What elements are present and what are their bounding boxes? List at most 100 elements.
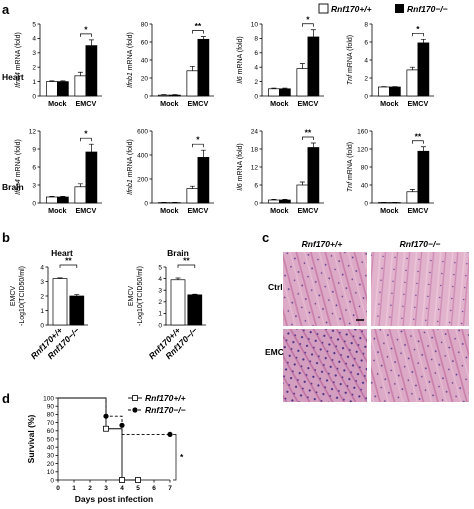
a-brain-il6-ytick-label-2: 12 bbox=[251, 164, 259, 171]
a-brain-ifna4-bar-emcv-wt bbox=[74, 186, 87, 204]
survival-xtick-label-4: 4 bbox=[120, 485, 124, 492]
survival-ytick-label-6: 60 bbox=[47, 428, 55, 435]
b-brain-ytick-label-2: 2 bbox=[158, 299, 162, 306]
a-heart-ifnb1-err-emcv-wt bbox=[189, 65, 195, 71]
a-heart-tnf-ytick-label-1: 2 bbox=[364, 75, 368, 82]
survival-ytick-label-3: 30 bbox=[47, 453, 55, 460]
b-title-brain: Brain bbox=[167, 248, 189, 258]
b-heart-bar-ko bbox=[69, 295, 85, 326]
b-heart-sig-label: ** bbox=[65, 256, 72, 266]
a-heart-il6-bar-mock-wt bbox=[268, 88, 280, 97]
a-heart-ifna4-ytick-label-1: 1 bbox=[32, 79, 36, 86]
histo-ctrl-ko bbox=[371, 252, 469, 326]
chart-heart-ifna4: 0 1 2 3 4 5 Ifna4 mRNA (fold) Mock EMCV * bbox=[15, 21, 102, 108]
a-heart-il6-ylabel: Il6 mRNA (fold) bbox=[237, 36, 244, 83]
a-heart-ifna4-err-emcv-ko bbox=[88, 39, 94, 46]
a-brain-ifnb1-cat-emcv: EMCV bbox=[187, 206, 208, 215]
a-brain-ifna4-ytick-label-4: 12 bbox=[29, 128, 37, 135]
a-heart-tnf-ylabel: Tnf mRNA (fold) bbox=[347, 35, 354, 85]
a-heart-ifna4-bar-mock-wt bbox=[46, 81, 58, 97]
a-brain-ifna4-ylabel: Ifna4 mRNA (fold) bbox=[15, 139, 22, 195]
a-heart-il6-err-mock-wt bbox=[271, 87, 277, 89]
a-heart-tnf-ytick-label-2: 4 bbox=[364, 57, 368, 64]
a-brain-ifna4-cat-emcv: EMCV bbox=[75, 206, 96, 215]
a-brain-tnf-ytick-label-3: 120 bbox=[357, 146, 368, 153]
a-brain-ifna4-bar-mock-wt bbox=[46, 196, 58, 204]
a-brain-ifnb1-sig-bracket bbox=[192, 143, 204, 148]
survival-ytick-label-1: 10 bbox=[47, 469, 55, 476]
a-heart-il6-bar-mock-ko bbox=[279, 88, 291, 97]
survival-sig-label: * bbox=[180, 452, 184, 462]
a-brain-tnf-bar-emcv-ko bbox=[417, 150, 430, 204]
a-heart-ifnb1-ytick-label-4: 80 bbox=[141, 21, 149, 28]
a-heart-tnf-bar-mock-ko bbox=[389, 86, 401, 97]
histo-row-ctrl: Ctrl bbox=[268, 282, 283, 292]
histo-emcv-wt bbox=[283, 329, 367, 402]
a-brain-tnf-ytick-label-1: 40 bbox=[361, 182, 369, 189]
b-brain-ytick-label-3: 3 bbox=[158, 288, 162, 295]
a-brain-ifnb1-ytick-label-2: 400 bbox=[137, 152, 148, 159]
a-heart-il6-cat-emcv: EMCV bbox=[297, 99, 318, 108]
survival-sig-bracket bbox=[173, 434, 177, 481]
a-heart-ifna4-ytick-label-3: 3 bbox=[32, 50, 36, 57]
a-brain-il6-cat-mock: Mock bbox=[270, 206, 288, 215]
survival-xtick-label-3: 3 bbox=[104, 485, 108, 492]
a-heart-tnf-cat-mock: Mock bbox=[380, 99, 398, 108]
b-brain-ytick-label-5: 5 bbox=[158, 264, 162, 271]
legend-ko-label: Rnf170−/− bbox=[407, 4, 448, 14]
a-brain-il6-bar-mock-wt bbox=[268, 199, 280, 204]
survival-marker-wt-1 bbox=[119, 477, 125, 483]
a-brain-il6-err-emcv-ko bbox=[310, 142, 316, 148]
a-brain-ifnb1-ylabel: Ifnb1 mRNA (fold) bbox=[127, 139, 134, 195]
a-heart-ifna4-err-mock-wt bbox=[49, 80, 55, 82]
a-brain-ifnb1-bar-emcv-ko bbox=[197, 157, 210, 204]
a-heart-il6-ytick-label-4: 8 bbox=[254, 36, 258, 43]
panel-label-a: a bbox=[2, 2, 10, 17]
survival-marker-wt-0 bbox=[103, 425, 109, 432]
a-brain-ifnb1-ytick-label-0: 0 bbox=[144, 200, 148, 207]
chart-heart-ifnb1: 0 20 40 60 80 Ifnb1 mRNA (fold) Mock EMCV ** bbox=[127, 21, 214, 108]
a-brain-il6-ytick-label-4: 24 bbox=[251, 128, 259, 135]
a-brain-il6-bar-emcv-wt bbox=[296, 184, 309, 204]
a-heart-tnf-ytick-label-3: 6 bbox=[364, 39, 368, 46]
a-brain-tnf-ytick-label-2: 80 bbox=[361, 164, 369, 171]
a-brain-ifnb1-err-emcv-ko bbox=[200, 149, 206, 158]
a-heart-ifna4-bar-mock-ko bbox=[57, 81, 69, 97]
survival-marker-wt-2 bbox=[135, 477, 141, 483]
survival-ytick-label-4: 40 bbox=[47, 445, 55, 452]
a-brain-ifna4-err-emcv-wt bbox=[77, 183, 83, 187]
b-brain-sig-bracket bbox=[177, 264, 196, 268]
survival-xlabel: Days post infection bbox=[75, 494, 153, 504]
b-heart-ylabel-line1: EMCV bbox=[10, 286, 17, 307]
a-heart-ifnb1-cat-mock: Mock bbox=[160, 99, 178, 108]
survival-xtick-label-1: 1 bbox=[72, 485, 76, 492]
a-heart-il6-cat-mock: Mock bbox=[270, 99, 288, 108]
a-heart-ifna4-err-emcv-wt bbox=[77, 71, 83, 76]
survival-marker-ko-1 bbox=[119, 422, 125, 428]
b-heart-sig-bracket bbox=[59, 264, 78, 268]
a-heart-il6-sig-label: * bbox=[306, 14, 310, 24]
a-heart-ifnb1-sig-label: ** bbox=[195, 21, 202, 31]
histo-emcv-ko bbox=[371, 329, 469, 402]
a-heart-tnf-bar-emcv-wt bbox=[406, 69, 419, 97]
survival-marker-ko-2 bbox=[167, 431, 173, 438]
a-brain-tnf-cat-emcv: EMCV bbox=[407, 206, 428, 215]
b-title-heart: Heart bbox=[51, 248, 73, 258]
a-brain-tnf-sig-bracket bbox=[412, 140, 424, 144]
survival-xtick-label-7: 7 bbox=[168, 485, 172, 492]
histology-panel: Rnf170+/+ Rnf170−/− Ctrl EMCV bbox=[265, 239, 469, 402]
a-heart-ifna4-sig-bracket bbox=[80, 33, 92, 37]
a-heart-tnf-err-emcv-ko bbox=[420, 38, 426, 43]
legend-ko-swatch bbox=[395, 4, 404, 13]
a-heart-ifna4-ytick-label-2: 2 bbox=[32, 65, 36, 72]
a-heart-ifna4-ytick-label-4: 4 bbox=[32, 36, 36, 43]
a-heart-il6-bar-emcv-ko bbox=[307, 36, 320, 97]
a-heart-il6-ytick-label-1: 2 bbox=[254, 79, 258, 86]
a-brain-il6-err-mock-ko bbox=[282, 199, 288, 200]
b-brain-ytick-label-4: 4 bbox=[158, 276, 162, 283]
b-brain-bar-wt bbox=[170, 279, 186, 326]
b-heart-ytick-label-1: 1 bbox=[40, 308, 44, 315]
a-brain-tnf-bar-emcv-wt bbox=[406, 191, 419, 204]
